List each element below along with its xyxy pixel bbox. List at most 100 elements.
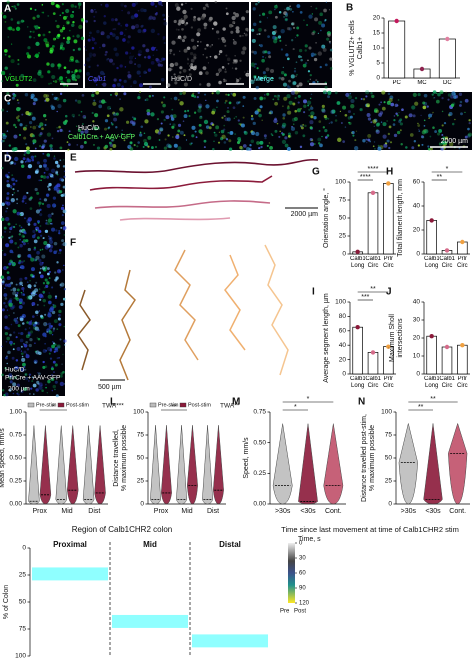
speckle (53, 350, 56, 353)
speckle (62, 98, 67, 103)
speckle (179, 130, 184, 135)
speckle (51, 93, 54, 96)
speckle (191, 125, 196, 130)
speckle (62, 159, 65, 161)
speckle (58, 125, 61, 129)
speckle (188, 73, 192, 77)
speckle (400, 143, 403, 146)
speckle (207, 62, 210, 64)
speckle (430, 147, 433, 151)
speckle (108, 135, 113, 140)
speckle (107, 58, 110, 60)
speckle (2, 133, 4, 135)
speckle (79, 144, 84, 149)
speckle (1, 216, 3, 218)
speckle (181, 27, 184, 31)
speckle (57, 174, 59, 176)
speckle (163, 41, 166, 45)
speckle (6, 179, 10, 183)
speckle (309, 74, 312, 77)
speckle (173, 73, 176, 76)
speckle (51, 286, 54, 289)
speckle (19, 133, 22, 136)
speckle (56, 261, 59, 264)
speckle (78, 69, 82, 73)
speckle (31, 158, 35, 162)
mean-point (460, 343, 465, 348)
speckle (467, 132, 472, 137)
speckle (203, 139, 207, 143)
speckle (136, 145, 139, 148)
speckle (45, 167, 49, 171)
speckle (143, 8, 147, 13)
speckle (51, 366, 54, 369)
y-tick-label: 100 (15, 653, 26, 660)
speckle (22, 197, 25, 201)
speckle (63, 66, 67, 69)
category-label: Calb1 Long (424, 376, 440, 389)
speckle (436, 92, 438, 95)
speckle (103, 15, 106, 18)
speckle (110, 122, 113, 124)
speckle (183, 18, 186, 21)
speckle (43, 322, 48, 327)
speckle (202, 54, 204, 56)
speckle (143, 141, 149, 147)
speckle (177, 22, 181, 26)
speckle (179, 37, 183, 41)
speckle (325, 92, 327, 95)
speckle (21, 286, 25, 291)
speckle (298, 91, 300, 93)
speckle (174, 3, 179, 8)
speckle (95, 90, 100, 95)
speckle (443, 121, 447, 125)
speckle (104, 53, 107, 56)
panel-label: G (312, 167, 320, 178)
speckle (12, 182, 16, 186)
speckle (29, 280, 31, 282)
speckle (4, 367, 7, 370)
speckle (19, 213, 22, 216)
speckle (375, 109, 380, 114)
speckle (115, 94, 118, 97)
speckle (7, 10, 10, 13)
speckle (104, 144, 109, 149)
speckle (170, 114, 174, 118)
speckle (304, 62, 308, 65)
y-tick-label: 0.75 (253, 409, 266, 416)
speckle (196, 44, 199, 47)
speckle (28, 121, 33, 125)
speckle (288, 100, 293, 105)
speckle (293, 117, 298, 121)
speckle (227, 107, 229, 109)
speckle (150, 28, 156, 34)
speckle (377, 146, 382, 151)
speckle (13, 5, 16, 8)
speckle (173, 143, 178, 148)
speckle (314, 17, 319, 22)
speckle (39, 298, 42, 301)
speckle (71, 71, 74, 73)
speckle (137, 49, 143, 54)
speckle (9, 298, 13, 302)
speckle (47, 185, 50, 188)
speckle (205, 125, 210, 129)
speckle (129, 147, 134, 151)
speckle (297, 55, 301, 59)
speckle (20, 350, 23, 352)
speckle (62, 353, 64, 356)
speckle (38, 293, 43, 298)
speckle (17, 101, 20, 104)
speckle (280, 48, 284, 51)
speckle (45, 193, 50, 197)
speckle (337, 137, 342, 143)
mean-point (355, 325, 360, 330)
speckle (292, 81, 297, 85)
speckle (151, 146, 154, 149)
speckle (31, 380, 34, 383)
category-label: Calb1 Long (350, 256, 366, 269)
violin-body (423, 423, 443, 505)
speckle (139, 131, 142, 134)
mean-point (419, 66, 425, 72)
speckle (23, 230, 27, 234)
